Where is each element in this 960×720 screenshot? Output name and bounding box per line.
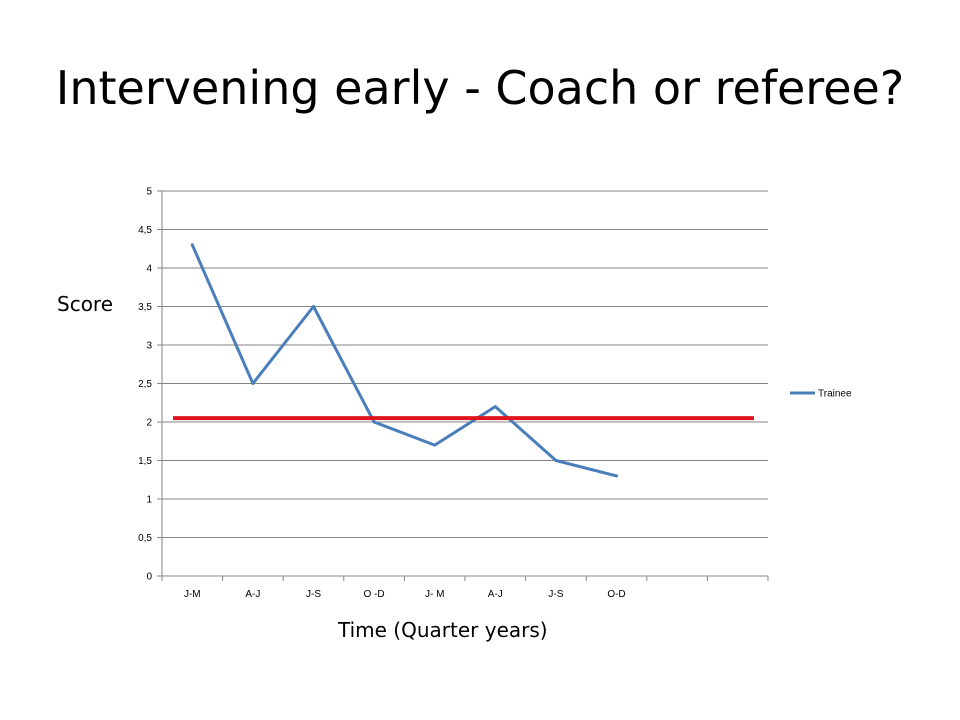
y-tick-labels: 0 0,5 1 1,5 2 2,5 3 3,5 4 4,5 5 xyxy=(138,187,152,583)
legend: Trainee xyxy=(790,389,852,400)
x-tick-label: O -D xyxy=(364,589,385,600)
x-axis xyxy=(161,191,769,581)
x-tick-label: O-D xyxy=(607,589,625,600)
data-point xyxy=(554,459,558,462)
data-point xyxy=(372,420,376,424)
x-tick-label: J-S xyxy=(306,589,321,600)
slide-title: Intervening early - Coach or referee? xyxy=(55,61,905,115)
y-tick-label: 1 xyxy=(146,495,152,506)
data-point xyxy=(312,305,315,308)
y-tick-label: 0,5 xyxy=(138,533,152,544)
x-tick-label: J-M xyxy=(184,589,201,600)
data-point xyxy=(251,382,255,385)
legend-label: Trainee xyxy=(818,389,852,400)
y-tick-label: 2,5 xyxy=(138,379,152,390)
y-tick-label: 4 xyxy=(146,264,152,275)
y-tick-label: 1,5 xyxy=(138,456,152,467)
y-tick-label: 2 xyxy=(146,418,152,429)
x-tick-labels: J-M A-J J-S O -D J- M A-J J-S O-D xyxy=(184,589,626,600)
y-tick-label: 4,5 xyxy=(138,225,152,236)
data-point xyxy=(190,243,194,247)
x-axis-label: Time (Quarter years) xyxy=(338,618,548,642)
x-tick-label: J- M xyxy=(425,589,444,600)
series-layer xyxy=(190,243,618,478)
data-point xyxy=(433,443,437,447)
x-tick-label: J-S xyxy=(548,589,563,600)
x-tick-label: A-J xyxy=(245,589,260,600)
y-axis-label: Score xyxy=(57,292,114,316)
data-point xyxy=(493,405,497,409)
gridlines xyxy=(157,190,768,577)
data-point xyxy=(615,474,618,478)
y-tick-label: 3 xyxy=(146,341,152,352)
y-tick-label: 5 xyxy=(146,187,152,198)
y-tick-label: 0 xyxy=(146,572,152,583)
x-tick-label: A-J xyxy=(488,589,503,600)
series-line-trainee xyxy=(190,243,618,478)
y-tick-label: 3,5 xyxy=(138,302,152,313)
